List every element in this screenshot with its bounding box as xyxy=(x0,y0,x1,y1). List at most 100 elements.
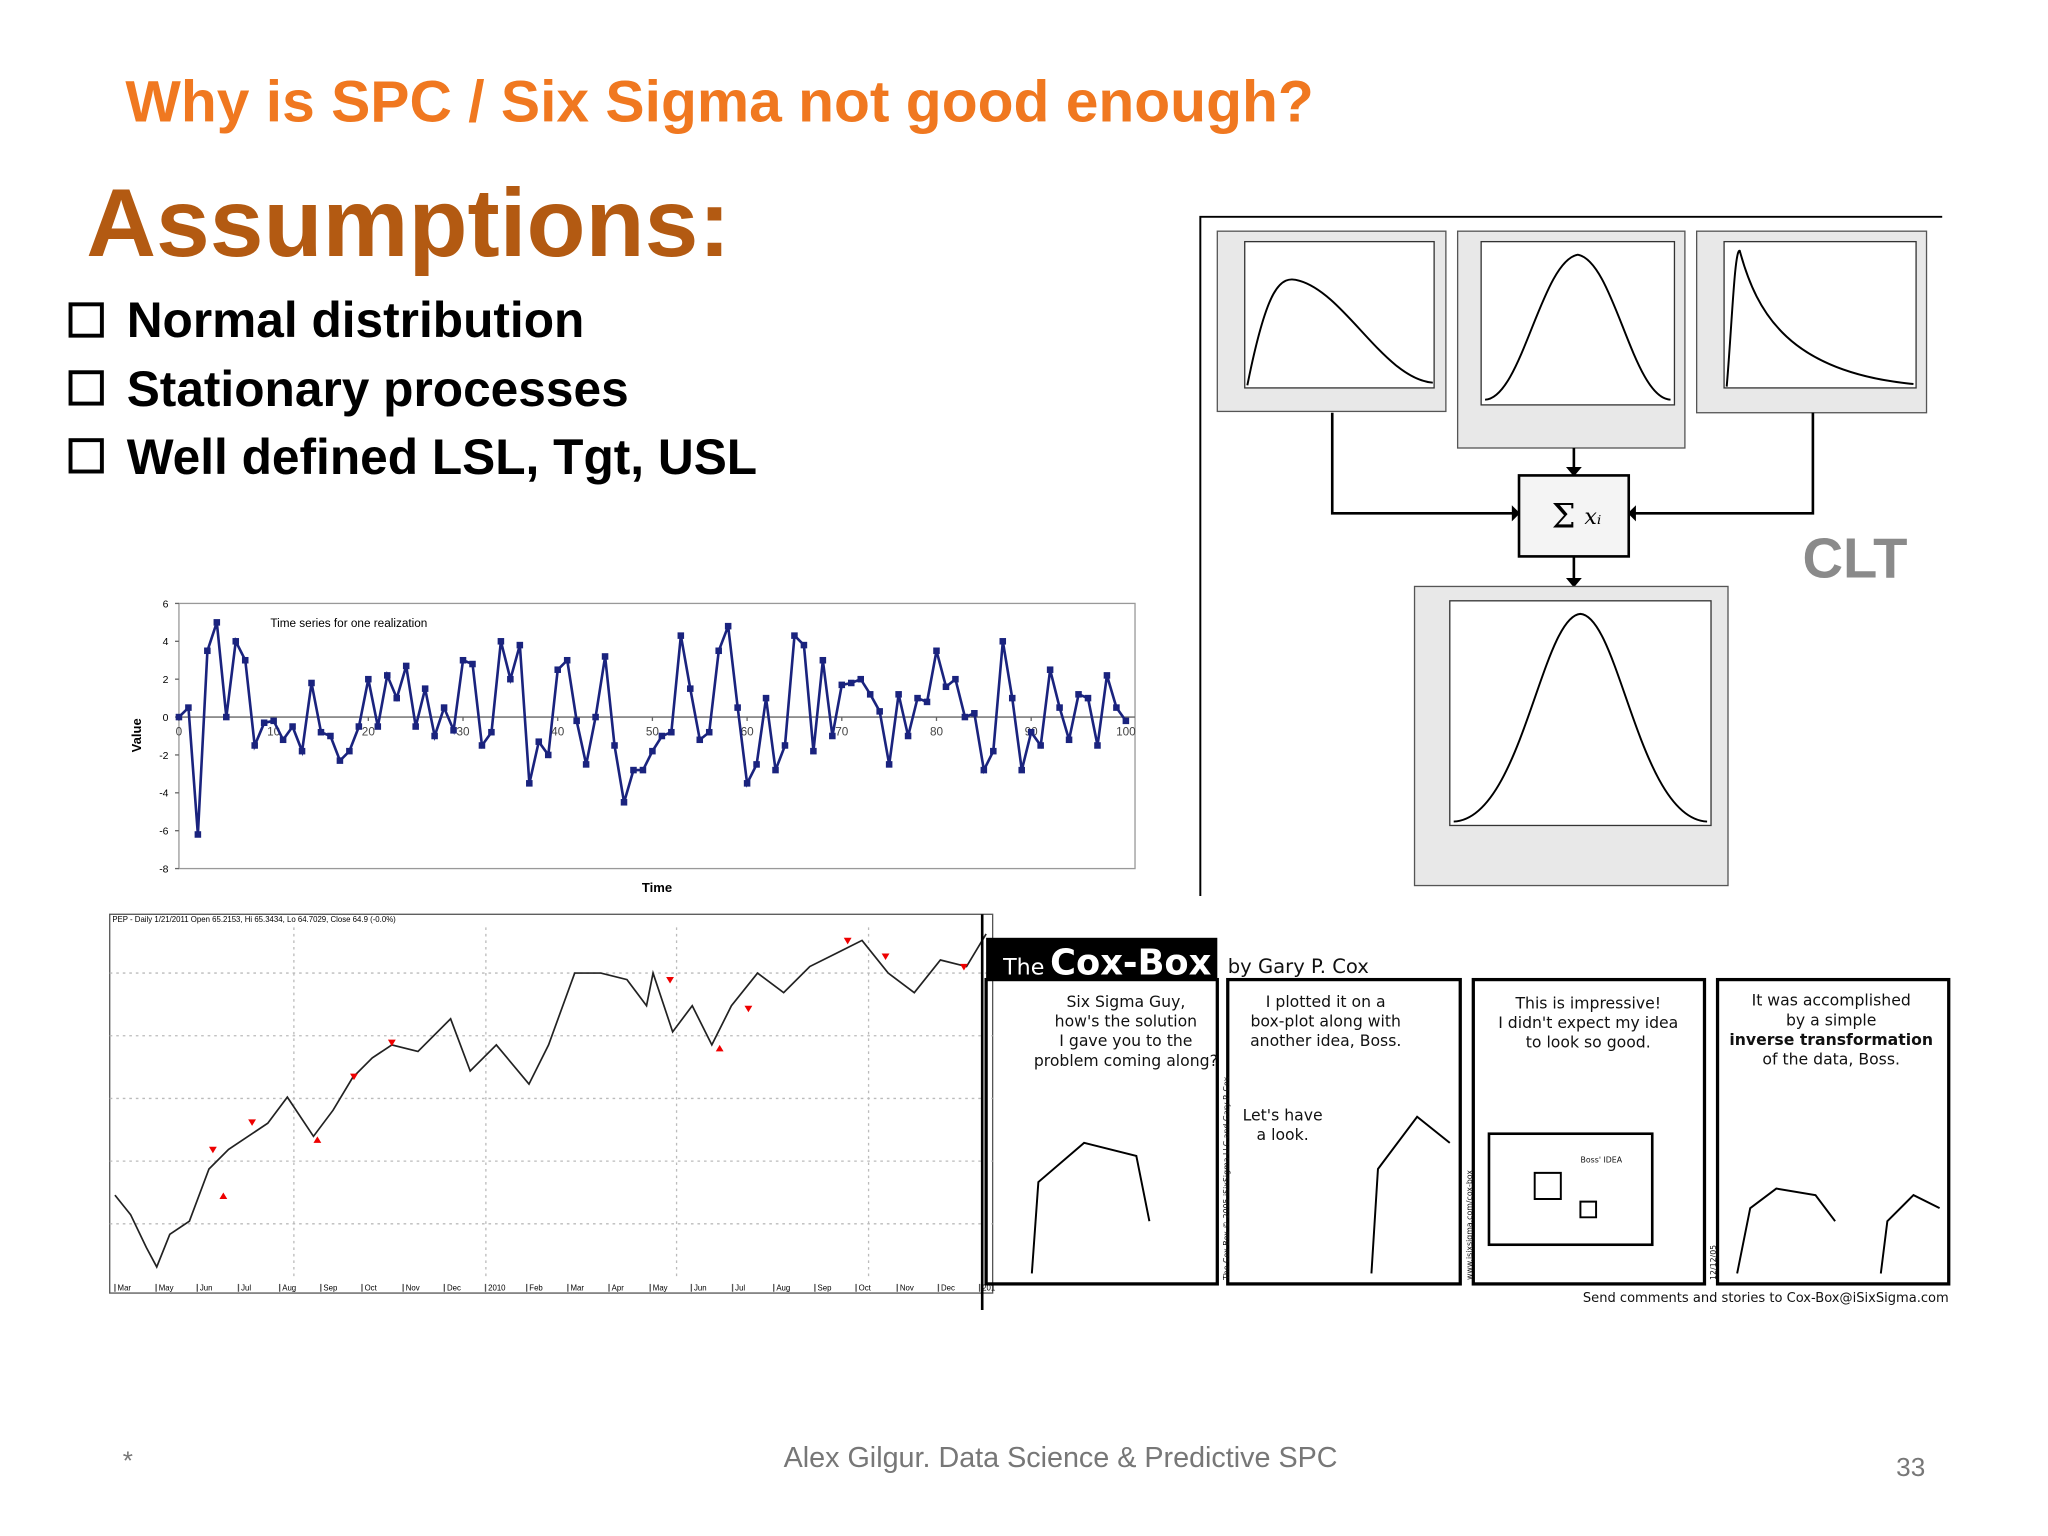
point xyxy=(942,683,950,691)
y-tick-label: 4 xyxy=(163,637,169,648)
month-label: Sep xyxy=(818,1283,833,1292)
curve xyxy=(1484,253,1671,401)
point xyxy=(497,638,505,645)
price-line xyxy=(114,933,987,1269)
point xyxy=(289,723,296,730)
point xyxy=(327,732,334,740)
point xyxy=(895,691,902,698)
y-tick-label: -8 xyxy=(159,864,168,875)
point xyxy=(516,641,524,649)
point xyxy=(791,632,798,639)
point xyxy=(393,694,400,702)
month-label: Dec xyxy=(941,1283,955,1292)
side-note: www.isixsigma.com/cox-box xyxy=(1465,1170,1474,1280)
frame xyxy=(1199,215,1943,896)
month-label: Aug xyxy=(776,1283,790,1292)
point xyxy=(800,641,808,649)
curve xyxy=(1725,249,1914,387)
panels xyxy=(984,977,1951,1286)
panel4-text: It was accomplished by a simple inverse … xyxy=(1729,991,1933,1069)
point xyxy=(204,647,211,655)
arrow xyxy=(1330,412,1513,515)
stock-chart: PEP - Daily 1/21/2011 Open 65.2153, Hi 6… xyxy=(109,913,995,1294)
point xyxy=(724,622,732,630)
point xyxy=(1094,742,1101,749)
clt-label: CLT xyxy=(1802,526,1907,589)
point xyxy=(374,723,382,730)
point xyxy=(971,710,978,717)
point xyxy=(1075,691,1082,698)
x-tick-label: 100 xyxy=(1116,725,1136,738)
point xyxy=(507,675,514,683)
point xyxy=(1122,717,1130,725)
month-label: Jun xyxy=(694,1283,707,1292)
plot-area xyxy=(1723,240,1917,389)
point xyxy=(1018,766,1025,774)
bullet-list: Normal distribution Stationary processes… xyxy=(68,292,757,485)
checkbox xyxy=(68,370,104,406)
x-tick-label: 70 xyxy=(835,725,849,738)
point xyxy=(185,704,192,711)
arrow xyxy=(1635,412,1815,515)
x-axis-label: Time xyxy=(642,880,672,895)
arrowhead xyxy=(1627,505,1636,522)
month-label: Oct xyxy=(365,1283,378,1292)
point xyxy=(819,656,827,664)
point xyxy=(175,713,183,721)
point xyxy=(781,742,789,749)
x-tick-label: 60 xyxy=(741,725,755,738)
panel xyxy=(1471,977,1707,1286)
arrowhead xyxy=(1565,577,1582,588)
speech: I didn't expect my idea xyxy=(1498,1013,1678,1032)
page-number: 33 xyxy=(1896,1452,1925,1482)
speech: This is impressive! xyxy=(1514,993,1661,1012)
point xyxy=(440,704,448,711)
point xyxy=(488,728,495,736)
point xyxy=(402,662,410,670)
point xyxy=(412,723,419,730)
y-tick-label: -4 xyxy=(159,789,168,800)
point xyxy=(952,675,959,683)
point xyxy=(885,761,893,768)
stock-header: PEP - Daily 1/21/2011 Open 65.2153, Hi 6… xyxy=(112,915,396,924)
speech: problem coming along? xyxy=(1034,1051,1218,1070)
point xyxy=(213,619,221,626)
board xyxy=(1487,1132,1654,1247)
point xyxy=(715,647,722,655)
point xyxy=(535,738,543,745)
point xyxy=(848,679,855,687)
plot-area xyxy=(1480,240,1676,406)
checkbox xyxy=(68,302,104,338)
speech: I plotted it on a xyxy=(1266,992,1386,1011)
comic-title: Cox-Box xyxy=(1050,942,1212,983)
box-plot xyxy=(1533,1171,1598,1219)
point xyxy=(194,831,202,838)
point xyxy=(620,799,628,806)
point xyxy=(582,761,590,768)
point xyxy=(526,780,533,787)
plot-area xyxy=(1449,600,1712,827)
point xyxy=(232,638,240,645)
speech: Six Sigma Guy, xyxy=(1066,992,1185,1011)
month-label: Jul xyxy=(241,1283,251,1292)
month-label: Sep xyxy=(323,1283,338,1292)
point xyxy=(838,681,846,689)
point xyxy=(251,742,258,749)
comic-footer: Send comments and stories to Cox-Box@iSi… xyxy=(1583,1291,1949,1306)
figure xyxy=(1736,1187,1941,1274)
point xyxy=(421,685,429,692)
point xyxy=(469,660,476,668)
comic-byline: by Gary P. Cox xyxy=(1228,955,1369,978)
month-label: Feb xyxy=(529,1283,543,1292)
point xyxy=(1027,728,1035,736)
month-label: Dec xyxy=(447,1283,461,1292)
point xyxy=(990,747,997,755)
speech: Let's have xyxy=(1243,1106,1323,1125)
point xyxy=(308,679,315,687)
x-tick-label: 30 xyxy=(456,725,470,738)
arrowhead xyxy=(1511,505,1520,522)
month-label: Apr xyxy=(612,1283,625,1292)
y-tick-label: -2 xyxy=(159,751,168,762)
